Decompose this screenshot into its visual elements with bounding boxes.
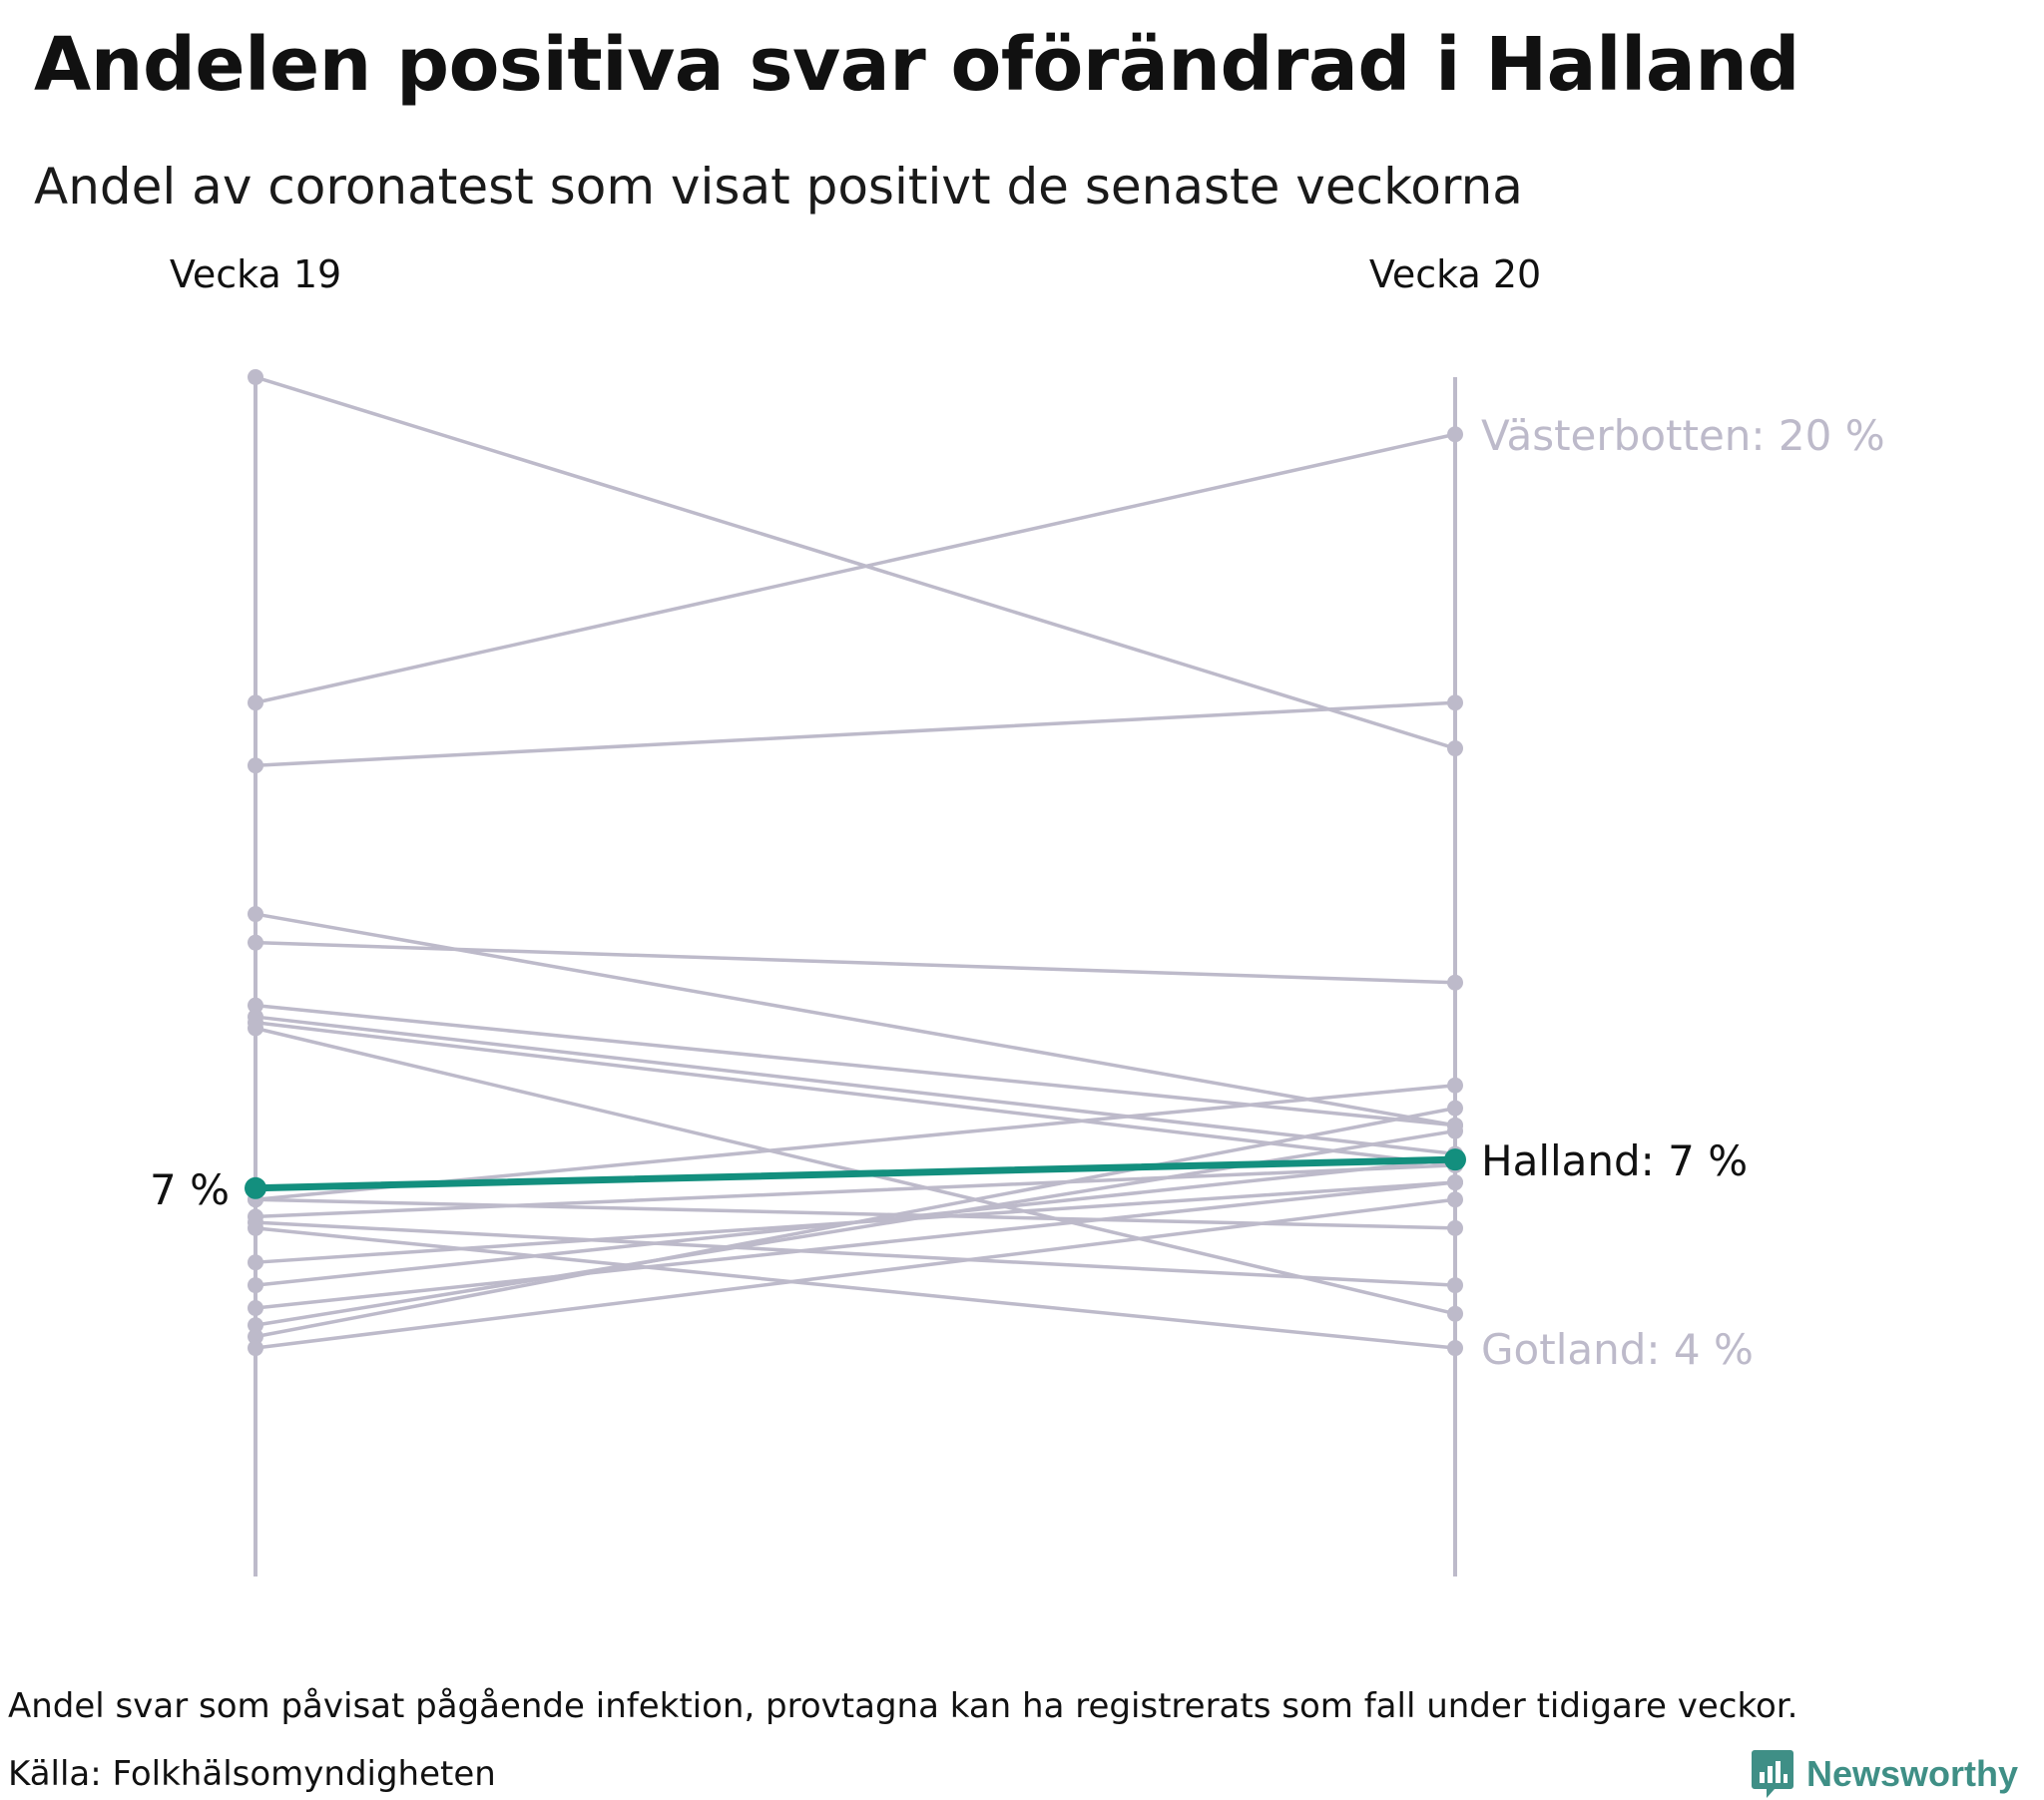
- series-line-4: [248, 906, 1463, 1133]
- data-point-vecka-19: [248, 757, 263, 774]
- footnote: Andel svar som påvisat pågående infektio…: [8, 1686, 1798, 1726]
- data-point-vecka-20: [1447, 1340, 1463, 1357]
- data-point-vecka-20: [1447, 1305, 1463, 1322]
- newsworthy-logo-icon: [1752, 1750, 1793, 1798]
- series-line: [254, 1197, 1457, 1350]
- source-note: Källa: Folkhälsomyndigheten: [8, 1754, 496, 1794]
- series-halland: Halland: 7 % 7 %: [150, 1136, 1748, 1214]
- series-line: [254, 1180, 1457, 1310]
- data-point-vecka-19: [248, 997, 263, 1014]
- data-point-vecka-19: [245, 1176, 266, 1199]
- data-point-vecka-19: [248, 694, 263, 711]
- series-line: [254, 1021, 1457, 1167]
- series-line: [254, 1226, 1457, 1350]
- data-point-vecka-19: [248, 906, 263, 923]
- data-label-right: Halland: 7 %: [1481, 1136, 1748, 1185]
- series-line-7: [248, 1009, 1463, 1162]
- data-label-right: Västerbotten: 20 %: [1481, 411, 1885, 460]
- series-line-6: [248, 997, 1463, 1133]
- data-point-vecka-19: [248, 1340, 263, 1357]
- data-point-vecka-20: [1447, 1123, 1463, 1139]
- data-point-vecka-20: [1447, 974, 1463, 991]
- series-line: [254, 1128, 1457, 1327]
- series-line: [254, 1220, 1457, 1287]
- data-point-vecka-20: [1447, 1100, 1463, 1117]
- data-point-vecka-19: [248, 1277, 263, 1294]
- series-line-20: Gotland: 4 %: [248, 1219, 1754, 1374]
- series-line-3: [248, 694, 1463, 774]
- data-point-vecka-20: [1444, 1148, 1466, 1171]
- series-line: [254, 1163, 1457, 1219]
- series-line: [254, 1015, 1457, 1156]
- brand-logo: Newsworthy: [1751, 1748, 2018, 1800]
- series-line: [254, 375, 1457, 750]
- column-header-2: Vecka 20: [1369, 252, 1541, 296]
- data-point-vecka-20: [1447, 1219, 1463, 1236]
- data-label-right: Gotland: 4 %: [1481, 1325, 1754, 1374]
- series-line: [254, 432, 1457, 705]
- data-point-vecka-19: [248, 1219, 263, 1236]
- series-line-5: [248, 934, 1463, 991]
- data-point-vecka-19: [248, 1254, 263, 1271]
- slope-chart: Vecka 19 Vecka 20 Västerbotten: 20 % Gotlan…: [150, 252, 1885, 1576]
- data-point-vecka-20: [1447, 426, 1463, 443]
- data-point-vecka-20: [1447, 694, 1463, 711]
- data-point-vecka-20: [1447, 1174, 1463, 1191]
- series-line-19: [248, 1191, 1463, 1357]
- data-point-vecka-20: [1447, 1191, 1463, 1208]
- data-point-vecka-20: [1447, 740, 1463, 757]
- series-line: [254, 1003, 1457, 1127]
- data-point-vecka-19: [248, 369, 263, 385]
- series-line: [252, 1155, 1459, 1192]
- brand-name: Newsworthy: [1806, 1753, 2019, 1794]
- chart-subtitle: Andel av coronatest som visat positivt d…: [34, 158, 1523, 216]
- series-line-13: [248, 1214, 1463, 1294]
- series-line: [254, 940, 1457, 985]
- column-header-1: Vecka 19: [170, 252, 341, 296]
- series-line-1: [248, 369, 1463, 757]
- data-point-vecka-19: [248, 1299, 263, 1316]
- data-label-left: 7 %: [150, 1165, 230, 1214]
- series-line-16: [248, 1174, 1463, 1316]
- data-point-vecka-20: [1447, 1277, 1463, 1294]
- chart-title: Andelen positiva svar oförändrad i Halla…: [34, 22, 1799, 108]
- series-line: [254, 1106, 1457, 1339]
- data-point-vecka-19: [248, 1020, 263, 1037]
- data-point-vecka-19: [248, 1328, 263, 1345]
- series-line-18: [248, 1100, 1463, 1345]
- series-line-2: Västerbotten: 20 %: [248, 411, 1885, 711]
- data-point-vecka-19: [248, 1317, 263, 1334]
- series-line: [254, 700, 1457, 767]
- data-point-vecka-20: [1447, 1077, 1463, 1094]
- data-point-vecka-19: [248, 934, 263, 951]
